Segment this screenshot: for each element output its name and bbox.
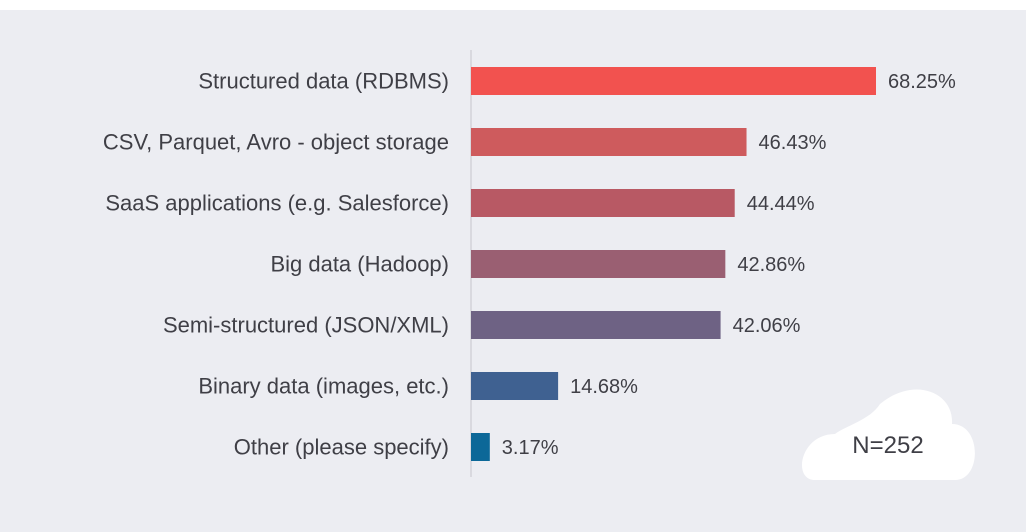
- value-label: 44.44%: [747, 193, 815, 215]
- value-label: 3.17%: [502, 437, 559, 459]
- category-labels-group: Structured data (RDBMS) CSV, Parquet, Avr…: [103, 69, 449, 460]
- bars-group: [471, 67, 876, 461]
- bar-chart: Structured data (RDBMS) CSV, Parquet, Avr…: [103, 50, 975, 480]
- value-label: 42.86%: [737, 254, 805, 276]
- bar: [471, 311, 721, 339]
- category-label: SaaS applications (e.g. Salesforce): [105, 191, 449, 216]
- value-label: 14.68%: [570, 376, 638, 398]
- category-label: Semi-structured (JSON/XML): [163, 313, 449, 338]
- category-label: Structured data (RDBMS): [198, 69, 449, 94]
- sample-size-badge: N=252: [801, 389, 975, 480]
- bar: [471, 67, 876, 95]
- value-label: 68.25%: [888, 71, 956, 93]
- sample-size-label: N=252: [852, 432, 923, 459]
- value-label: 46.43%: [759, 132, 827, 154]
- bar: [471, 433, 490, 461]
- bar: [471, 372, 559, 400]
- cloud-icon: [801, 389, 975, 480]
- value-label: 42.06%: [733, 315, 801, 337]
- category-label: CSV, Parquet, Avro - object storage: [103, 130, 449, 155]
- bar: [471, 128, 747, 156]
- bar: [471, 189, 735, 217]
- category-label: Other (please specify): [234, 435, 449, 460]
- category-label: Big data (Hadoop): [270, 252, 449, 277]
- bar: [471, 250, 726, 278]
- value-labels-group: 68.25% 46.43% 44.44% 42.86% 42.06% 14.68% 3.17…: [502, 71, 956, 459]
- chart-canvas: Structured data (RDBMS) CSV, Parquet, Avr…: [0, 10, 1026, 532]
- category-label: Binary data (images, etc.): [198, 374, 449, 399]
